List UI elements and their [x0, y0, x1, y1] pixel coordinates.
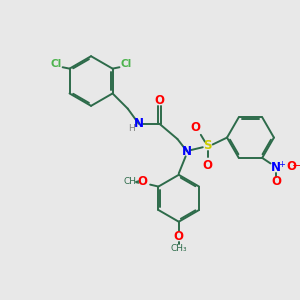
Text: Cl: Cl [50, 59, 61, 70]
Text: H: H [128, 124, 134, 133]
Text: S: S [203, 140, 212, 152]
Text: −: − [291, 161, 300, 171]
Text: CH₃: CH₃ [123, 176, 140, 185]
Text: N: N [134, 117, 144, 130]
Text: N: N [271, 161, 281, 174]
Text: O: O [271, 175, 281, 188]
Text: N: N [182, 145, 192, 158]
Text: Cl: Cl [121, 59, 132, 70]
Text: O: O [203, 159, 213, 172]
Text: O: O [137, 175, 147, 188]
Text: +: + [278, 160, 285, 169]
Text: O: O [286, 160, 296, 173]
Text: CH₃: CH₃ [170, 244, 187, 253]
Text: O: O [190, 121, 200, 134]
Text: O: O [154, 94, 164, 107]
Text: O: O [174, 230, 184, 243]
